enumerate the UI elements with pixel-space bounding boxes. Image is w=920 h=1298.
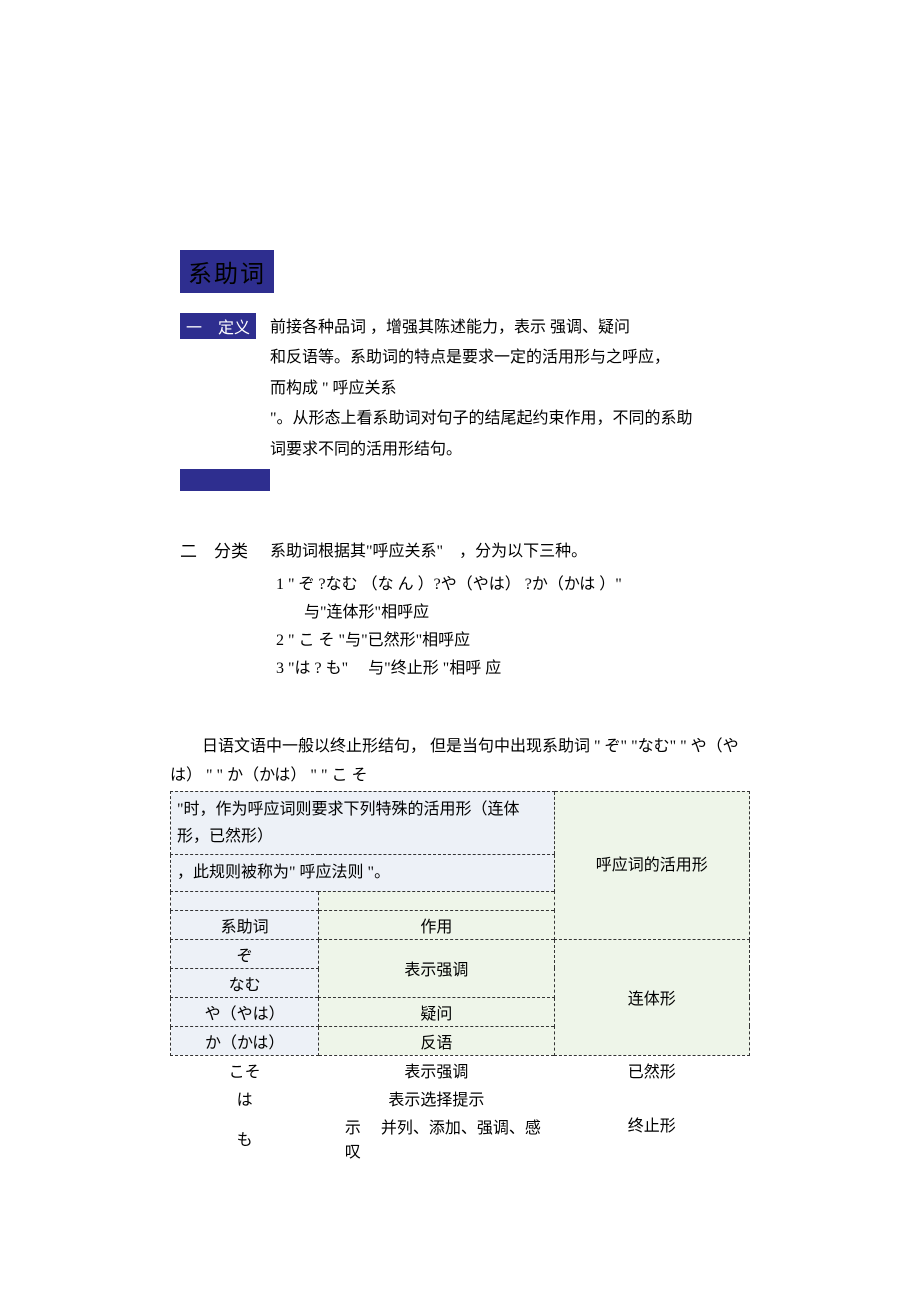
table-row: こそ: [171, 1055, 319, 1084]
table-row: か（かは）: [171, 1026, 319, 1055]
section-label-1: 一 定义: [180, 313, 256, 339]
rules-table: "时，作为呼应词则要求下列特殊的活用形（连体形，已然形） 呼应词的活用形 ，此规…: [170, 791, 740, 1164]
table-row: も: [171, 1112, 319, 1164]
table-row: 连体形: [554, 939, 749, 1055]
document-title: 系助词: [180, 250, 274, 293]
table-row: 疑问: [319, 997, 554, 1026]
table-header-top: "时，作为呼应词则要求下列特殊的活用形（连体形，已然形）: [171, 791, 555, 854]
section-definition: 一 定义 前接各种品词 ，增强其陈述能力，表示 强调、疑问 和反语等。系助词的特…: [180, 313, 740, 465]
table-empty-cell: [319, 891, 554, 910]
classify-intro: 系助词根据其"呼应关系" ，分为以下三种。: [270, 537, 740, 567]
def-line-3: 而构成 " 呼应关系: [270, 374, 740, 404]
table-row: ぞ: [171, 939, 319, 968]
table-col-header-3: 呼应词的活用形: [554, 791, 749, 939]
table-row: 示 并列、添加、强调、感叹: [319, 1112, 554, 1164]
section-label-2: 二 分类: [180, 537, 270, 562]
table-col-header-1: 系助词: [171, 910, 319, 939]
table-row: 表示选择提示: [319, 1084, 554, 1112]
def-line-1: 前接各种品词 ，增强其陈述能力，表示 强调、疑问: [270, 313, 740, 343]
table-row: 终止形: [554, 1084, 749, 1164]
table-row: や（やは）: [171, 997, 319, 1026]
table-row: 表示强调: [319, 939, 554, 997]
table-row: は: [171, 1084, 319, 1112]
body-paragraph: 日语文语中一般以终止形结句， 但是当句中出现系助词 " ぞ" "なむ" " や（…: [170, 733, 740, 791]
table-header-bottom: ，此规则被称为" 呼应法则 "。: [171, 855, 555, 891]
classify-item-1: 1 " ぞ ?なむ （な ん ）?や（やは） ?か（かは ）": [270, 571, 740, 599]
table-empty-cell: [171, 891, 319, 910]
decorative-block: [180, 469, 270, 491]
table-row: 已然形: [554, 1055, 749, 1084]
def-line-4: "。从形态上看系助词对句子的结尾起约束作用，不同的系助: [270, 404, 740, 434]
table-row: 表示强调: [319, 1055, 554, 1084]
section-classification: 二 分类 系助词根据其"呼应关系" ，分为以下三种。 1 " ぞ ?なむ （な …: [180, 537, 740, 683]
def-line-5: 词要求不同的活用形结句。: [270, 435, 740, 465]
def-line-2: 和反语等。系助词的特点是要求一定的活用形与之呼应，: [270, 343, 740, 373]
classify-item-2: 2 " こ そ "与"已然形"相呼应: [270, 627, 740, 655]
table-row: なむ: [171, 968, 319, 997]
table-col-header-2: 作用: [319, 910, 554, 939]
classify-item-3: 3 "は ? も" 与"终止形 "相呼 应: [270, 655, 740, 683]
classify-item-1b: 与"连体形"相呼应: [270, 599, 740, 627]
table-row: 反语: [319, 1026, 554, 1055]
